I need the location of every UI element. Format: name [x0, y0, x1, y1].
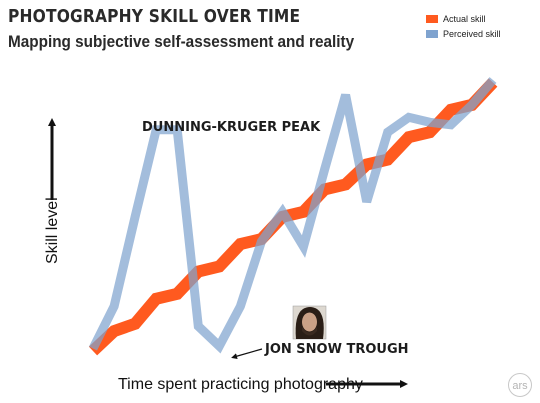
jon-snow-portrait	[292, 305, 327, 340]
series-line-actual-skill	[88, 78, 498, 356]
chart-subtitle: Mapping subjective self-assessment and r…	[8, 32, 355, 51]
annotation-dunning-kruger: DUNNING-KRUGER PEAK	[142, 120, 321, 135]
legend-item-perceived: Perceived skill	[426, 26, 501, 41]
series-line-perceived-skill	[88, 77, 497, 354]
y-axis-label: Skill level	[44, 197, 61, 264]
x-axis-label: Time spent practicing photography	[118, 376, 363, 393]
legend-swatch-actual	[426, 14, 438, 23]
annotation-jon-snow: JON SNOW TROUGH	[264, 342, 409, 357]
legend: Actual skill Perceived skill	[426, 11, 501, 41]
ars-logo: ars	[508, 373, 532, 397]
chart-title: PHOTOGRAPHY SKILL OVER TIME	[8, 6, 301, 27]
legend-label-perceived: Perceived skill	[443, 28, 501, 39]
legend-label-actual: Actual skill	[443, 13, 486, 24]
series-layer	[88, 77, 498, 356]
annotation-arrow	[231, 348, 263, 360]
legend-item-actual: Actual skill	[426, 11, 501, 26]
legend-swatch-perceived	[426, 29, 438, 38]
